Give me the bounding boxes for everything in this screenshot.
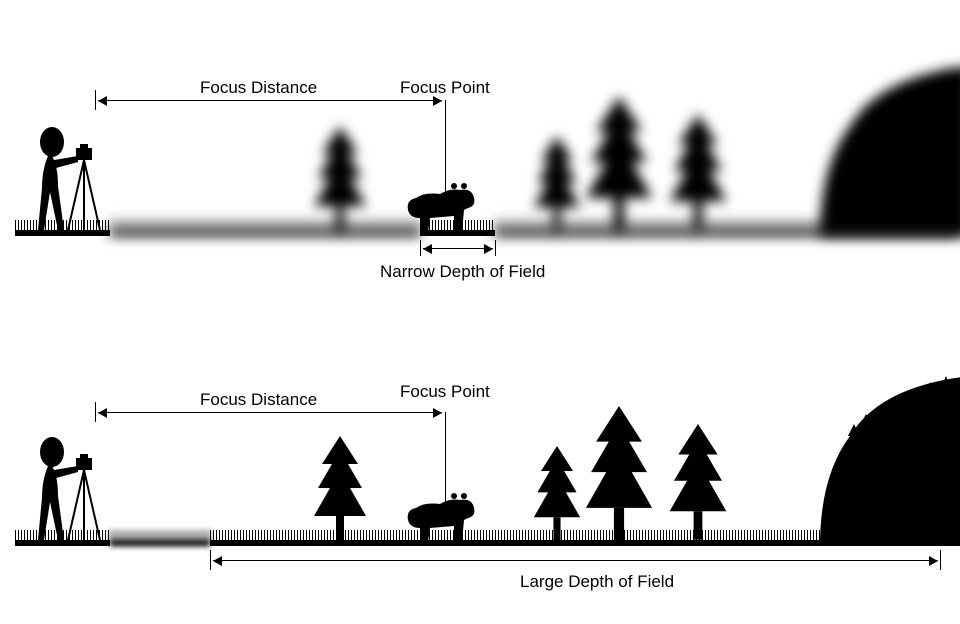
photographer-icon: [18, 436, 113, 546]
tick-start: [95, 90, 96, 110]
dof-tick-right: [940, 550, 941, 570]
focus-point-label: Focus Point: [400, 382, 490, 402]
focus-point-label: Focus Point: [400, 78, 490, 98]
dof-label: Narrow Depth of Field: [380, 262, 545, 282]
scene-large-dof: Focus Distance Focus Point: [0, 340, 960, 610]
dof-arrow: [213, 560, 938, 561]
dof-label: Large Depth of Field: [520, 572, 674, 592]
ground-blur-gap: [110, 540, 210, 546]
tick-start: [95, 402, 96, 422]
bear-icon: [400, 182, 478, 234]
tree-icon: [530, 446, 584, 544]
tree-icon: [530, 136, 584, 234]
tree-icon: [580, 96, 658, 236]
tree-icon: [580, 406, 658, 546]
bear-icon: [400, 492, 478, 544]
cliff-icon: [810, 366, 960, 546]
tree-icon: [665, 114, 731, 234]
tree-icon: [310, 126, 370, 236]
focus-distance-label: Focus Distance: [200, 78, 317, 98]
focus-distance-arrow: [98, 100, 442, 101]
photographer-icon: [18, 126, 113, 236]
dof-tick-left: [210, 550, 211, 570]
tree-icon: [665, 424, 731, 544]
dof-tick-right: [495, 240, 496, 256]
focus-distance-label: Focus Distance: [200, 390, 317, 410]
tree-icon: [310, 436, 370, 546]
ground-blur-front: [110, 230, 420, 236]
focus-distance-arrow: [98, 412, 442, 413]
dof-tick-left: [420, 240, 421, 256]
cliff-icon: [810, 56, 960, 236]
scene-narrow-dof: Focus Distance Focus Point: [0, 30, 960, 300]
dof-arrow: [423, 248, 493, 249]
